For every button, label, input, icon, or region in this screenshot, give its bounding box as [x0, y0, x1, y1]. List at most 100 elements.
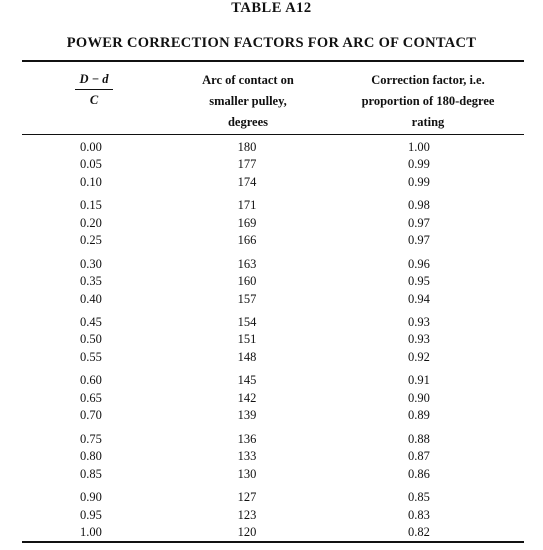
row-group: 0.45 0.50 0.55 [80, 314, 120, 366]
row-group: 0.98 0.97 0.97 [408, 197, 448, 249]
ratio-cell: 0.70 [80, 408, 102, 423]
fraction-bar [75, 89, 113, 90]
arc-cell: 142 [237, 390, 257, 405]
arc-cell: 154 [237, 315, 257, 330]
arc-cell: 174 [237, 174, 257, 189]
table-title: POWER CORRECTION FACTORS FOR ARC OF CONT… [66, 35, 477, 51]
ratio-numerator: D − d [79, 72, 109, 86]
ratio-cell: 0.15 [80, 198, 102, 213]
arc-cell: 180 [237, 140, 257, 154]
header-rule [22, 134, 524, 135]
row-group: 0.75 0.80 0.85 [80, 431, 120, 483]
factor-cell: 0.95 [408, 274, 430, 289]
factor-cell: 0.89 [408, 408, 430, 423]
header-arc-line2: smaller pulley, [209, 94, 287, 108]
row-group: 0.91 0.90 0.89 [408, 372, 448, 424]
factor-cell: 0.90 [408, 390, 430, 405]
header-arc: Arc of contact on smaller pulley, degree… [178, 70, 318, 133]
row-group: 0.00 0.05 0.10 [80, 139, 120, 191]
factor-cell: 0.93 [408, 315, 430, 330]
arc-cell: 120 [237, 524, 257, 539]
arc-column: 180 177 174 171 169 166 163 160 157 154 151 148 145 1… [222, 139, 272, 548]
factor-cell: 0.91 [408, 373, 430, 388]
factor-cell: 0.86 [408, 466, 430, 481]
row-group: 0.88 0.87 0.86 [408, 431, 448, 483]
ratio-cell: 0.90 [80, 490, 102, 505]
ratio-cell: 1.00 [80, 524, 102, 539]
header-factor-line2: proportion of 180-degree [361, 94, 495, 108]
row-group: 0.85 0.83 0.82 [408, 489, 448, 541]
header-arc-line1: Arc of contact on [202, 73, 294, 87]
ratio-cell: 0.65 [80, 390, 102, 405]
ratio-cell: 0.05 [80, 157, 102, 172]
ratio-cell: 0.10 [80, 174, 102, 189]
row-group: 171 169 166 [222, 197, 272, 249]
factor-cell: 0.99 [408, 157, 430, 172]
ratio-cell: 0.85 [80, 466, 102, 481]
arc-cell: 163 [237, 256, 257, 271]
arc-cell: 151 [237, 332, 257, 347]
ratio-cell: 0.95 [80, 507, 102, 522]
ratio-cell: 0.75 [80, 431, 102, 446]
ratio-column: 0.00 0.05 0.10 0.15 0.20 0.25 0.30 0.35 0.40 0.45… [80, 139, 120, 548]
arc-cell: 148 [237, 349, 257, 364]
ratio-cell: 0.55 [80, 349, 102, 364]
factor-column: 1.00 0.99 0.99 0.98 0.97 0.97 0.96 0.95 0.94 0.93… [408, 139, 448, 548]
row-group: 136 133 130 [222, 431, 272, 483]
header-factor-line1: Correction factor, i.e. [371, 73, 485, 87]
arc-cell: 171 [237, 198, 257, 213]
ratio-cell: 0.20 [80, 215, 102, 230]
arc-cell: 127 [237, 490, 257, 505]
ratio-cell: 0.40 [80, 291, 102, 306]
row-group: 145 142 139 [222, 372, 272, 424]
factor-cell: 0.82 [408, 524, 430, 539]
top-rule [22, 60, 524, 62]
arc-cell: 145 [237, 373, 257, 388]
factor-cell: 0.98 [408, 198, 430, 213]
ratio-cell: 0.25 [80, 233, 102, 248]
row-group: 0.15 0.20 0.25 [80, 197, 120, 249]
header-ratio: D − d C [44, 70, 144, 111]
arc-cell: 160 [237, 274, 257, 289]
factor-cell: 0.83 [408, 507, 430, 522]
factor-cell: 0.87 [408, 449, 430, 464]
arc-cell: 169 [237, 215, 257, 230]
arc-cell: 136 [237, 431, 257, 446]
row-group: 127 123 120 [222, 489, 272, 541]
header-factor-line3: rating [411, 115, 445, 129]
row-group: 1.00 0.99 0.99 [408, 139, 448, 191]
ratio-fraction: D − d C [75, 70, 113, 109]
ratio-cell: 0.80 [80, 449, 102, 464]
factor-cell: 0.92 [408, 349, 430, 364]
arc-cell: 130 [237, 466, 257, 481]
factor-cell: 0.88 [408, 431, 430, 446]
header-arc-line3: degrees [227, 115, 269, 129]
arc-cell: 157 [237, 291, 257, 306]
ratio-cell: 0.45 [80, 315, 102, 330]
table-number: TABLE A12 [231, 0, 312, 16]
ratio-cell: 0.00 [80, 140, 102, 154]
factor-cell: 0.97 [408, 215, 430, 230]
arc-cell: 177 [237, 157, 257, 172]
row-group: 0.90 0.95 1.00 [80, 489, 120, 541]
factor-cell: 0.93 [408, 332, 430, 347]
factor-cell: 0.94 [408, 291, 430, 306]
row-group: 163 160 157 [222, 256, 272, 308]
row-group: 0.30 0.35 0.40 [80, 256, 120, 308]
header-factor: Correction factor, i.e. proportion of 18… [340, 70, 516, 133]
ratio-cell: 0.30 [80, 256, 102, 271]
factor-cell: 0.96 [408, 256, 430, 271]
arc-cell: 133 [237, 449, 257, 464]
arc-cell: 166 [237, 233, 257, 248]
row-group: 180 177 174 [222, 139, 272, 191]
ratio-denominator: C [89, 93, 99, 107]
row-group: 0.93 0.93 0.92 [408, 314, 448, 366]
arc-cell: 139 [237, 408, 257, 423]
factor-cell: 0.99 [408, 174, 430, 189]
factor-cell: 0.97 [408, 233, 430, 248]
factor-cell: 1.00 [408, 140, 430, 154]
row-group: 154 151 148 [222, 314, 272, 366]
factor-cell: 0.85 [408, 490, 430, 505]
row-group: 0.96 0.95 0.94 [408, 256, 448, 308]
row-group: 0.60 0.65 0.70 [80, 372, 120, 424]
